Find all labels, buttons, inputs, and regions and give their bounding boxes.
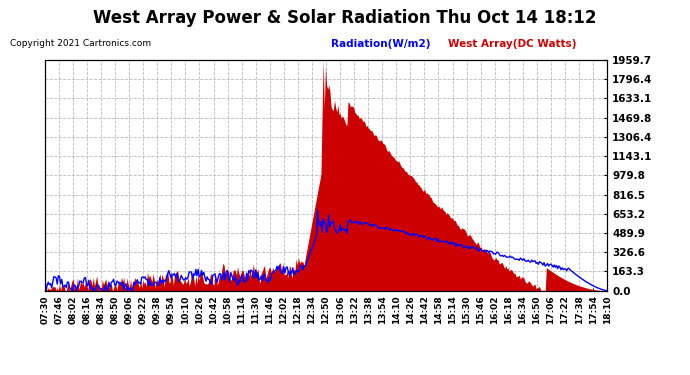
Text: West Array Power & Solar Radiation Thu Oct 14 18:12: West Array Power & Solar Radiation Thu O… bbox=[93, 9, 597, 27]
Text: West Array(DC Watts): West Array(DC Watts) bbox=[448, 39, 577, 50]
Text: Copyright 2021 Cartronics.com: Copyright 2021 Cartronics.com bbox=[10, 39, 152, 48]
Text: Radiation(W/m2): Radiation(W/m2) bbox=[331, 39, 431, 50]
